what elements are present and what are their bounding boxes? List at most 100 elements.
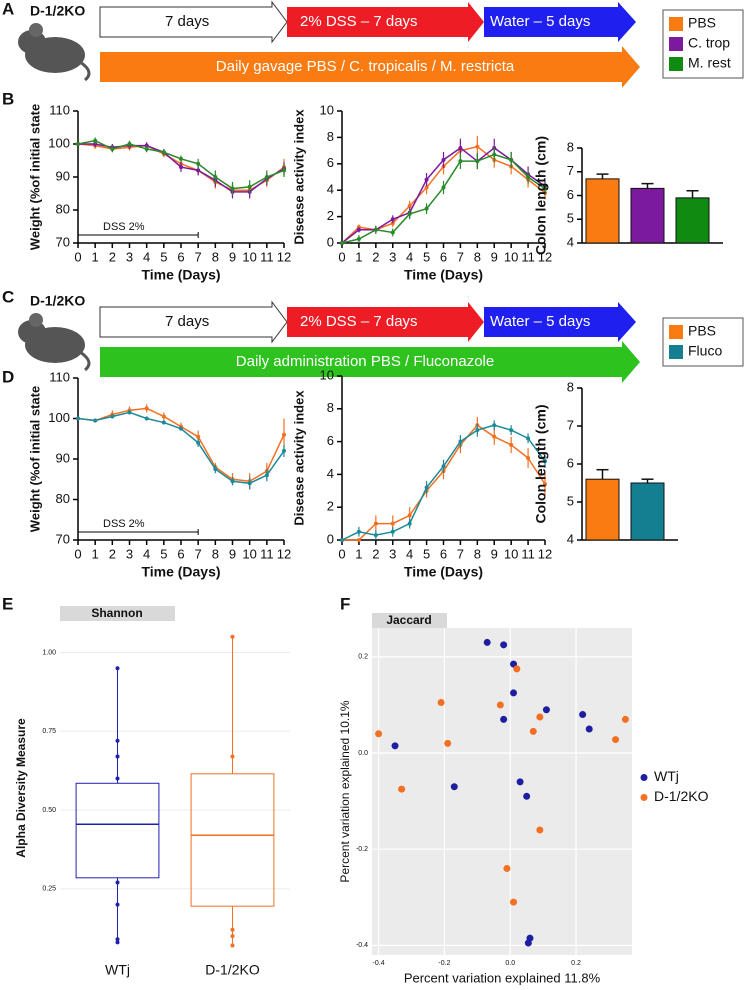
y-tick-label: 90 (56, 450, 70, 465)
point (247, 481, 252, 486)
treatment-label: Daily gavage PBS / C. tropicalis / M. re… (216, 58, 515, 75)
point (390, 529, 395, 534)
point (375, 730, 383, 738)
legend-label: WTj (654, 768, 679, 784)
point (373, 227, 378, 232)
step-label: 7 days (165, 313, 209, 330)
y-tick-label: 2 (327, 208, 334, 223)
x-tick-label: 5 (160, 249, 167, 264)
y-tick-label: 100 (48, 410, 70, 425)
point (179, 156, 183, 161)
point (127, 410, 132, 415)
y-tick-label: 6 (327, 433, 334, 448)
point (509, 442, 514, 447)
step-label: Water – 5 days (490, 13, 590, 30)
x-tick-label: 2 (372, 546, 379, 561)
x-tick-label: 10 (242, 546, 256, 561)
point (282, 432, 286, 437)
point (407, 521, 412, 526)
y-axis-title: Disease activity index (291, 390, 306, 526)
bar (585, 478, 620, 541)
y-tick-label: 6 (567, 455, 574, 470)
point (441, 464, 446, 469)
step-label: 2% DSS – 7 days (300, 313, 418, 330)
legend-label: PBS (688, 15, 716, 31)
strain-label: D-1/2KO (30, 3, 85, 19)
y-tick-label: 8 (567, 139, 574, 154)
point (110, 146, 115, 151)
x-tick-label: 11 (521, 249, 535, 264)
x-axis-title: Time (Days) (404, 564, 483, 580)
point (115, 880, 120, 885)
point (390, 230, 395, 235)
x-tick-label: 8 (212, 249, 219, 264)
point (543, 186, 547, 191)
point (424, 185, 429, 190)
arrow (99, 0, 288, 44)
point (230, 634, 235, 639)
arrow (484, 302, 636, 342)
y-tick-label: 100 (48, 135, 70, 150)
x-tick-label: 2 (109, 249, 116, 264)
y-tick-label: 110 (49, 102, 70, 117)
point (441, 185, 446, 190)
x-tick-label: 6 (440, 546, 447, 561)
point (93, 138, 98, 143)
point (509, 157, 514, 162)
point (513, 665, 521, 673)
x-tick-label: 7 (457, 249, 464, 264)
x-axis-title: Time (Days) (141, 267, 220, 283)
y-tick-label: 5 (567, 493, 574, 508)
point (115, 754, 120, 759)
point (115, 738, 120, 743)
step-label: 2% DSS – 7 days (300, 13, 418, 30)
y-tick-label: 4 (567, 234, 574, 249)
y-axis-title: Colon length (cm) (533, 405, 549, 524)
legend-label: PBS (688, 323, 716, 339)
x-tick-label: 7 (457, 546, 464, 561)
point (115, 666, 120, 671)
point (179, 426, 183, 431)
y-tick-label: 80 (56, 201, 70, 216)
panel-label: F (340, 594, 350, 613)
box (190, 773, 275, 907)
point (407, 204, 412, 209)
x-tick-label: D-1/2KO (205, 962, 260, 978)
point (458, 159, 463, 164)
x-tick-label: 0 (338, 546, 345, 561)
point (510, 689, 518, 697)
point (492, 423, 497, 428)
arrow (100, 46, 640, 88)
x-tick-label: 5 (423, 249, 430, 264)
strain-label: D-1/2KO (30, 293, 85, 309)
legend-swatch (669, 57, 683, 71)
arrow (287, 302, 484, 342)
x-tick-label: 10 (504, 249, 518, 264)
point (398, 785, 406, 793)
strip-title: Jaccard (386, 613, 431, 627)
point (492, 152, 497, 157)
point (475, 428, 480, 433)
point (340, 241, 344, 245)
point (161, 420, 166, 425)
y-tick-label: 90 (56, 168, 70, 183)
step-label: 7 days (165, 13, 209, 30)
point (230, 479, 235, 484)
panel-label: A (2, 0, 14, 18)
point (424, 485, 429, 490)
point (585, 725, 593, 733)
x-tick-label: 0.2 (571, 960, 581, 967)
x-tick-label: 12 (538, 546, 552, 561)
x-tick-label: 0 (338, 249, 345, 264)
x-tick-label: 11 (521, 546, 535, 561)
annotation: DSS 2% (103, 221, 145, 233)
point (179, 165, 183, 170)
point (496, 701, 504, 709)
x-tick-label: 4 (143, 249, 150, 264)
point (356, 538, 361, 542)
x-axis-title: Time (Days) (141, 564, 220, 580)
point (93, 418, 98, 423)
bar (675, 197, 710, 244)
point (523, 792, 531, 800)
point (500, 641, 508, 649)
